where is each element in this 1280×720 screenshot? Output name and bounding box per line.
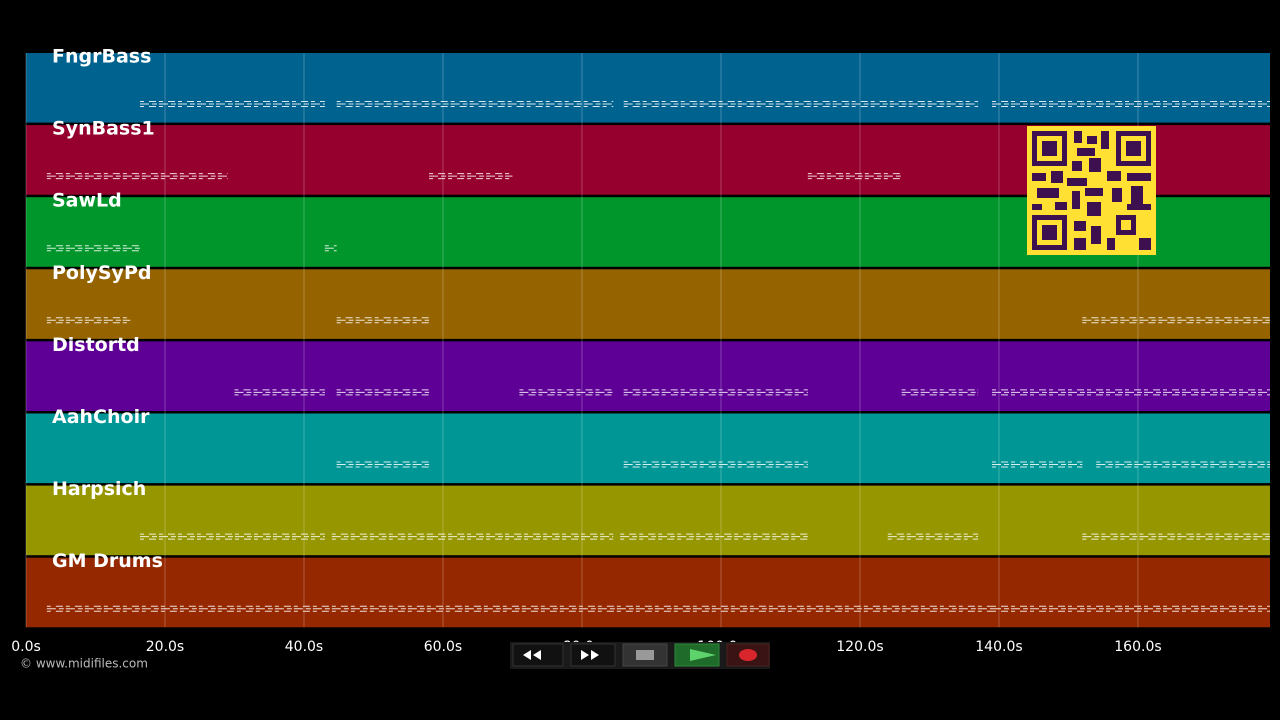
track-name: SynBass1 (52, 118, 155, 140)
track-name: Harpsich (52, 478, 146, 500)
track-name: AahChoir (52, 406, 150, 428)
rewind-button[interactable] (512, 643, 564, 667)
qr-code (1027, 126, 1156, 255)
x-tick-label: 20.0s (146, 639, 184, 655)
grid (25, 53, 1139, 628)
track-name: GM Drums (52, 550, 163, 572)
track-name: FngrBass (52, 46, 151, 68)
x-tick-label: 160.0s (1114, 639, 1161, 655)
notes (46, 101, 1270, 612)
track-lane (26, 485, 1270, 556)
track-name: SawLd (52, 190, 122, 212)
fast-forward-button[interactable] (570, 643, 616, 667)
track-name: Distortd (52, 334, 140, 356)
record-button[interactable] (726, 643, 770, 667)
track-lane (26, 413, 1270, 484)
x-tick-label: 0.0s (11, 639, 41, 655)
x-tick-label: 120.0s (836, 639, 883, 655)
labels: FngrBass SynBass1 SawLd PolySyPd Distortd Aah… (11, 46, 1161, 656)
copyright: © www.midifiles.com (20, 657, 148, 671)
track-lane (26, 269, 1270, 339)
play-button[interactable] (674, 643, 720, 667)
track-name: PolySyPd (52, 262, 151, 284)
x-tick-label: 60.0s (424, 639, 462, 655)
transport (510, 642, 770, 669)
stop-button[interactable] (622, 643, 668, 667)
track-lane (26, 341, 1270, 411)
track-lane (26, 557, 1270, 628)
track-lane (26, 53, 1270, 123)
x-tick-label: 40.0s (285, 639, 323, 655)
x-tick-label: 140.0s (975, 639, 1022, 655)
